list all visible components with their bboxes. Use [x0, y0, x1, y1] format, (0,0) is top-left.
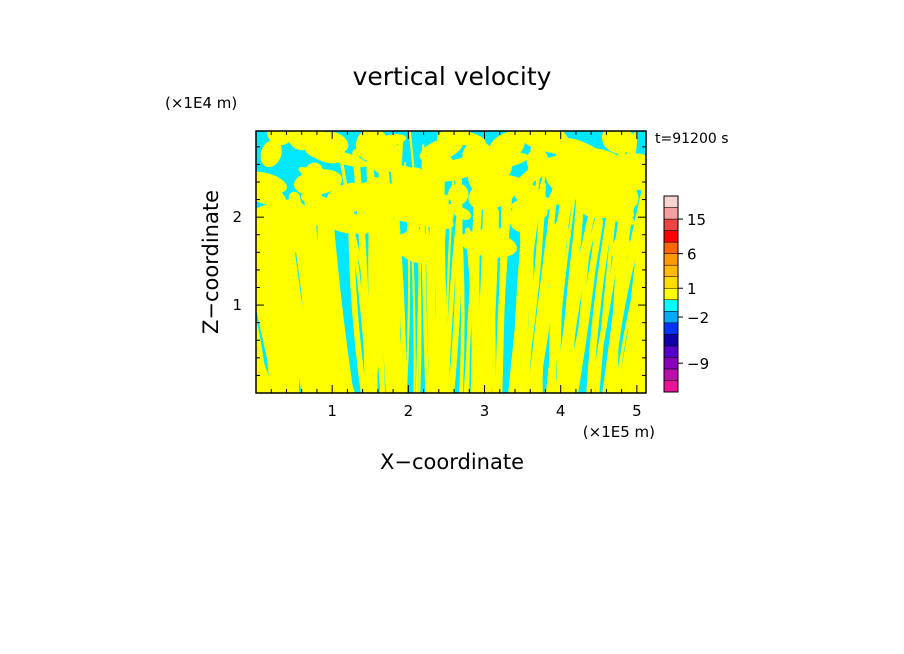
- x-tick-label: 5: [632, 402, 642, 420]
- y-axis: 12: [232, 146, 646, 394]
- field-blob: [434, 157, 479, 178]
- x-tick-label: 1: [327, 402, 337, 420]
- x-tick-label: 3: [480, 402, 490, 420]
- colorbar-band: [663, 218, 679, 231]
- field-stripe: [630, 291, 646, 393]
- field-stripe: [368, 185, 376, 393]
- field-stripe: [589, 177, 630, 393]
- field-stripe: [444, 197, 463, 393]
- chart-title: vertical velocity: [353, 62, 552, 91]
- colorbar-band: [663, 264, 679, 277]
- x-tick-label: 4: [556, 402, 566, 420]
- field-stripe: [268, 253, 299, 393]
- field-stripe: [508, 210, 529, 393]
- field-stripe: [420, 202, 429, 393]
- x-axis: 1 2 3 4 5: [255, 131, 642, 420]
- colorbar-band: [663, 230, 679, 243]
- field-blob: [601, 131, 635, 154]
- field-stripe: [407, 184, 416, 393]
- colorbar-label: 15: [687, 211, 706, 229]
- colorbar-band: [663, 253, 679, 266]
- colorbar-band: [663, 368, 679, 381]
- colorbar-band: [663, 345, 679, 358]
- colorbar-band: [663, 322, 679, 335]
- colorbar-label: 6: [687, 246, 697, 264]
- plot-frame: [255, 130, 647, 394]
- colorbar-band: [663, 380, 679, 393]
- time-label: t=91200 s: [655, 131, 729, 147]
- colorbar-band: [663, 276, 679, 289]
- x-axis-label: X−coordinate: [380, 450, 524, 474]
- field-stripe: [419, 184, 437, 393]
- x-tick-label: 2: [404, 402, 414, 420]
- field-blob: [463, 152, 529, 171]
- colorbar-band: [663, 357, 679, 370]
- field-stripe: [551, 143, 583, 393]
- field-stripe: [377, 177, 389, 393]
- field-stripe: [559, 218, 582, 393]
- field-stripe: [408, 131, 422, 393]
- field-stripe: [486, 175, 496, 393]
- y-tick-label: 1: [232, 296, 242, 314]
- y-unit-label: (×1E4 m): [165, 94, 237, 112]
- field-stripe: [620, 250, 646, 393]
- colorbar-band: [663, 207, 679, 220]
- field-stripe: [556, 157, 576, 393]
- colorbar-frame: [663, 195, 679, 393]
- colorbar-band: [663, 287, 679, 301]
- field-blob: [616, 162, 646, 184]
- field-stripe: [266, 224, 319, 393]
- field-stripe: [348, 184, 367, 393]
- colorbar-label: −9: [687, 355, 709, 373]
- y-tick-label: 2: [232, 208, 242, 226]
- field-blob: [523, 138, 586, 157]
- colorbar-band: [663, 311, 679, 324]
- colorbar-band: [663, 299, 679, 312]
- x-unit-label: (×1E5 m): [583, 423, 655, 441]
- field-stripe: [531, 191, 568, 393]
- field-stripe: [435, 132, 447, 393]
- field-stripe: [602, 181, 646, 393]
- plot-area: [256, 131, 646, 393]
- field-blob: [303, 132, 346, 164]
- field-stripe: [564, 218, 604, 393]
- colorbar-label: −2: [687, 309, 709, 327]
- field-stripe: [382, 146, 403, 393]
- field-stripe: [256, 269, 284, 393]
- colorbar-band: [663, 195, 679, 208]
- colorbar: 15 6 1 −2 −9: [663, 195, 709, 393]
- field-stripe: [614, 241, 646, 393]
- field-stripe: [256, 317, 268, 393]
- field-stripe: [495, 187, 513, 393]
- field-stripe: [404, 162, 411, 393]
- field-stripe: [346, 210, 378, 393]
- colorbar-band: [663, 241, 679, 254]
- field-blob: [260, 139, 282, 168]
- field-stripe: [321, 207, 354, 393]
- field-stripe: [518, 181, 546, 393]
- field-blob: [395, 167, 425, 184]
- field-stripe: [427, 150, 445, 393]
- field-blob: [293, 169, 343, 195]
- field-stripe: [527, 205, 555, 393]
- colorbar-band: [663, 334, 679, 347]
- field-blob: [256, 173, 287, 207]
- field-stripe: [299, 218, 338, 393]
- field-stripe: [471, 199, 485, 393]
- y-axis-label: Z−coordinate: [199, 190, 223, 334]
- field-stripe: [391, 173, 407, 393]
- colorbar-label: 1: [687, 280, 697, 298]
